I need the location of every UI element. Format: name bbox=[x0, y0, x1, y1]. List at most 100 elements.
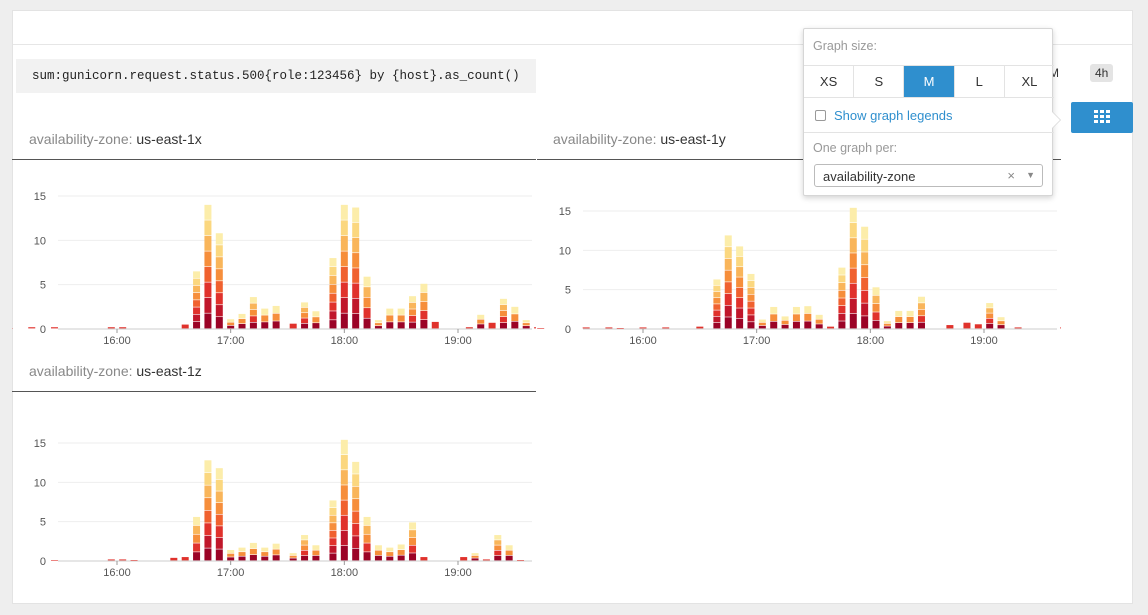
bar-segment bbox=[204, 313, 212, 329]
bar-segment bbox=[301, 313, 309, 318]
graph-layout-button[interactable] bbox=[1071, 102, 1133, 133]
bar-segment bbox=[861, 303, 869, 316]
bar-segment bbox=[374, 323, 382, 326]
bar-segment bbox=[505, 555, 513, 561]
bar-segment bbox=[838, 267, 846, 275]
show-legends-checkbox[interactable] bbox=[815, 110, 826, 121]
bar-segment bbox=[340, 251, 348, 267]
bar-segment bbox=[482, 559, 490, 561]
bar-segment bbox=[329, 275, 337, 285]
x-tick-label: 19:00 bbox=[970, 335, 998, 347]
bar-segment bbox=[374, 326, 382, 329]
bar-segment bbox=[781, 316, 789, 321]
bar-segment bbox=[352, 222, 360, 238]
bar-segment bbox=[12, 328, 13, 329]
bar-segment bbox=[872, 303, 880, 312]
y-tick-label: 15 bbox=[34, 191, 46, 203]
bar-segment bbox=[861, 277, 869, 291]
bar-segment bbox=[477, 319, 485, 324]
bar-segment bbox=[329, 320, 337, 329]
size-xl-button[interactable]: XL bbox=[1021, 74, 1038, 89]
bar-segment bbox=[696, 326, 704, 329]
bar-segment bbox=[215, 293, 223, 305]
bar-segment bbox=[386, 308, 394, 315]
bar-segment bbox=[499, 316, 507, 323]
bar-segment bbox=[204, 251, 212, 267]
chevron-down-icon[interactable]: ▼ bbox=[1026, 170, 1035, 180]
bar-segment bbox=[736, 318, 744, 329]
bar-segment bbox=[849, 313, 857, 329]
bar-segment bbox=[471, 553, 479, 556]
bar-segment bbox=[329, 284, 337, 293]
bar-segment bbox=[340, 282, 348, 298]
bar-segment bbox=[227, 549, 235, 554]
clear-icon[interactable]: × bbox=[1007, 168, 1015, 183]
x-tick-label: 17:00 bbox=[217, 335, 245, 347]
bar-segment bbox=[838, 298, 846, 306]
bar-segment bbox=[329, 258, 337, 267]
bar-segment bbox=[204, 548, 212, 561]
size-l-button[interactable]: L bbox=[955, 66, 1005, 97]
bar-segment bbox=[227, 322, 235, 326]
show-legends-row[interactable]: Show graph legends bbox=[815, 108, 953, 123]
bar-segment bbox=[724, 258, 732, 270]
bar-segment bbox=[917, 322, 925, 329]
bar-segment bbox=[713, 298, 721, 304]
bar-segment bbox=[917, 309, 925, 316]
chart[interactable]: 0 5 10 15 16:00 17:00 18:00 19:00 bbox=[537, 161, 1061, 351]
bar-segment bbox=[420, 301, 428, 311]
chart[interactable]: 0 5 10 15 16:00 17:00 18:00 19:00 bbox=[12, 393, 536, 583]
bar-segment bbox=[386, 552, 394, 556]
bar-segment bbox=[215, 257, 223, 269]
bar-segment bbox=[238, 547, 246, 552]
bar-segment bbox=[838, 282, 846, 291]
bar-segment bbox=[849, 283, 857, 299]
bar-segment bbox=[312, 550, 320, 556]
bar-segment bbox=[861, 239, 869, 252]
bar-segment bbox=[849, 253, 857, 268]
bar-segment bbox=[747, 294, 755, 301]
bar-segment bbox=[193, 307, 201, 314]
bar-segment bbox=[471, 555, 479, 558]
bar-segment bbox=[917, 316, 925, 322]
bar-segment bbox=[713, 322, 721, 329]
bar-segment bbox=[736, 256, 744, 267]
bar-segment bbox=[409, 322, 417, 329]
bar-segment bbox=[193, 271, 201, 278]
bar-segment bbox=[363, 543, 371, 552]
bar-segment bbox=[724, 282, 732, 294]
bar-segment bbox=[363, 308, 371, 318]
size-m-button[interactable]: M bbox=[904, 66, 955, 97]
bar-segment bbox=[872, 320, 880, 329]
x-tick-label: 19:00 bbox=[444, 335, 472, 347]
bar-segment bbox=[713, 310, 721, 317]
size-s-button[interactable]: S bbox=[854, 66, 905, 97]
bar-segment bbox=[352, 523, 360, 536]
bar-segment bbox=[301, 550, 309, 556]
bar-segment bbox=[301, 323, 309, 329]
bar-segment bbox=[204, 510, 212, 523]
bar-segment bbox=[804, 313, 812, 321]
bar-segment bbox=[261, 547, 269, 552]
graph-header-divider bbox=[12, 391, 536, 392]
bar-segment bbox=[119, 559, 127, 561]
chart[interactable]: 0 5 10 15 16:00 17:00 18:00 19:00 bbox=[12, 161, 536, 351]
bar-segment bbox=[215, 514, 223, 526]
group-by-select[interactable]: availability-zone × ▼ bbox=[814, 164, 1043, 187]
metric-query[interactable]: sum:gunicorn.request.status.500{role:123… bbox=[16, 59, 536, 93]
bar-segment bbox=[261, 556, 269, 561]
graph-header: availability-zone: us-east-1y bbox=[553, 131, 726, 147]
show-legends-label[interactable]: Show graph legends bbox=[834, 108, 953, 123]
bar-segment bbox=[616, 328, 624, 329]
x-tick-label: 19:00 bbox=[444, 567, 472, 579]
time-range-4h-button[interactable]: 4h bbox=[1090, 64, 1114, 82]
bar-segment bbox=[261, 552, 269, 556]
bar-segment bbox=[340, 470, 348, 485]
size-xs-button[interactable]: XS bbox=[804, 66, 855, 97]
bar-segment bbox=[204, 297, 212, 313]
bar-segment bbox=[713, 285, 721, 292]
bar-segment bbox=[352, 237, 360, 253]
bar-segment bbox=[272, 555, 280, 561]
bar-segment bbox=[374, 555, 382, 561]
bar-segment bbox=[329, 507, 337, 515]
